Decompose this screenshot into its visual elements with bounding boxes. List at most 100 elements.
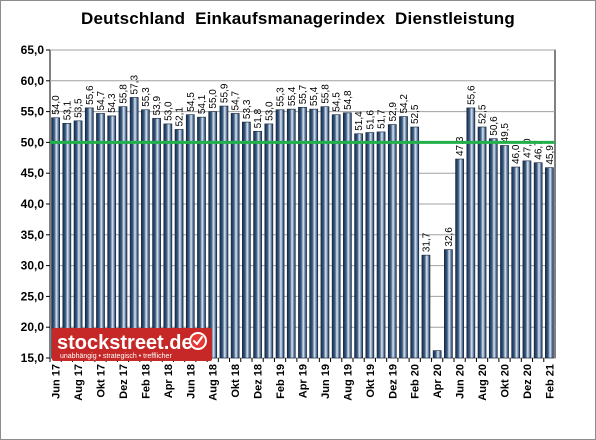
bar-value-label: 54,3 — [107, 93, 118, 113]
bar — [477, 126, 487, 359]
y-tick-label: 35,0 — [21, 228, 45, 242]
bar-value-label: 31,7 — [421, 232, 432, 252]
bar — [343, 112, 352, 359]
x-tick-label: Jun 18 — [185, 364, 197, 399]
bar-value-label: 53,5 — [74, 98, 85, 118]
checkmark-badge-icon — [189, 332, 207, 350]
y-tick-label: 20,0 — [21, 320, 45, 334]
x-tick-label: Jun 17 — [51, 364, 63, 399]
bar-value-label: 55,8 — [118, 84, 129, 104]
x-tick-label: Aug 20 — [477, 364, 489, 401]
x-tick-label: Dez 19 — [387, 364, 399, 399]
bar-value-labels: 54,0 53,1 53,555,6 54,7 54,3 55,8 57,355,3 53,9… — [51, 75, 556, 348]
bar — [410, 126, 420, 359]
x-tick-label: Feb 19 — [275, 364, 287, 399]
bar-value-label: 16,2 — [433, 328, 444, 348]
bar-value-label: 53,9 — [152, 95, 163, 115]
bar-value-label: 47,3 — [455, 136, 466, 156]
bar — [219, 105, 229, 359]
y-tick-label: 40,0 — [21, 197, 45, 211]
bar — [197, 116, 206, 359]
bar-value-label: 54,8 — [343, 90, 354, 110]
bar-value-label: 54,0 — [51, 95, 62, 115]
x-tick-label: Dez 20 — [522, 364, 534, 399]
y-tick-label: 50,0 — [21, 135, 45, 149]
bar-value-label: 57,3 — [130, 75, 141, 95]
x-axis: Jun 17 Aug 17 Okt 17 Dez 17 Feb 18 Apr 18 Jun … — [49, 358, 556, 401]
bar — [511, 166, 521, 359]
bar-value-label: 55,3 — [141, 87, 152, 107]
bar-value-label: 51,4 — [354, 111, 365, 131]
bar — [107, 115, 117, 359]
bar — [432, 350, 442, 359]
x-tick-label: Feb 18 — [140, 364, 152, 399]
bar — [275, 109, 285, 359]
logo-tagline: unabhängig • strategisch • trefflicher — [60, 353, 172, 360]
bar — [96, 113, 105, 359]
bar-value-label: 55,8 — [320, 84, 331, 104]
bar — [242, 121, 251, 359]
bar — [421, 254, 431, 359]
bar — [399, 116, 408, 359]
bar-value-label: 47,0 — [522, 138, 533, 158]
bar-value-label: 49,5 — [500, 123, 511, 143]
bar-value-label: 55,0 — [208, 89, 219, 109]
bar-value-label: 51,6 — [365, 110, 376, 130]
bar-series — [51, 97, 554, 359]
bar-value-label: 32,6 — [444, 227, 455, 247]
x-tick-label: Aug 18 — [208, 364, 220, 401]
bar-value-label: 53,0 — [163, 101, 174, 121]
bar — [309, 108, 319, 359]
bar-value-label: 51,8 — [253, 108, 264, 128]
x-tick-label: Apr 20 — [432, 364, 444, 398]
bar — [84, 107, 94, 359]
bar — [118, 106, 128, 359]
bar — [174, 129, 184, 359]
bar — [152, 118, 161, 359]
bar — [129, 97, 139, 359]
bar — [500, 145, 509, 359]
bar — [522, 160, 532, 359]
bar — [185, 114, 195, 359]
bar-value-label: 50,6 — [489, 116, 500, 136]
bar-value-label: 55,4 — [309, 86, 320, 106]
bar-value-label: 54,5 — [332, 92, 343, 112]
logo-background — [52, 328, 212, 361]
bar — [141, 109, 150, 359]
bar-value-label: 54,2 — [399, 94, 410, 114]
x-tick-label: Jun 20 — [455, 364, 467, 399]
x-tick-label: Okt 20 — [500, 364, 512, 398]
bar — [455, 158, 464, 359]
bar-value-label: 54,5 — [186, 92, 197, 112]
bar — [387, 124, 397, 359]
bar-value-label: 55,3 — [276, 87, 287, 107]
x-tick-label: Apr 19 — [298, 364, 310, 398]
bar — [488, 138, 498, 359]
bar — [444, 249, 453, 359]
bar — [163, 123, 173, 359]
bar-value-label: 52,5 — [410, 104, 421, 124]
bar-value-label: 55,6 — [466, 85, 477, 105]
x-tick-label: Aug 17 — [73, 364, 85, 401]
y-tick-label: 60,0 — [21, 74, 45, 88]
bar-value-label: 52,5 — [478, 104, 489, 124]
x-tick-label: Aug 19 — [342, 364, 354, 401]
bar-value-label: 55,9 — [219, 83, 230, 103]
bar-value-label: 46,7 — [534, 140, 545, 160]
bar — [208, 111, 218, 359]
y-tick-label: 45,0 — [21, 166, 45, 180]
x-tick-label: Feb 21 — [544, 364, 556, 399]
bar — [62, 123, 72, 359]
bar-value-label: 46,0 — [511, 144, 522, 164]
bar-value-label: 52,9 — [388, 102, 399, 122]
y-axis: 15,0 20,0 25,0 30,0 35,0 40,0 45,0 50,0 55,0 60,0… — [21, 43, 50, 365]
bar-value-label: 53,0 — [264, 101, 275, 121]
bar — [51, 117, 60, 359]
y-tick-label: 15,0 — [21, 351, 45, 365]
bar — [286, 108, 296, 359]
x-tick-label: Dez 18 — [253, 364, 265, 399]
bar-value-label: 51,7 — [377, 109, 388, 129]
bar-value-label: 54,1 — [197, 94, 208, 114]
chart-title: Deutschland Einkaufsmanagerindex Dienstl… — [81, 9, 515, 28]
